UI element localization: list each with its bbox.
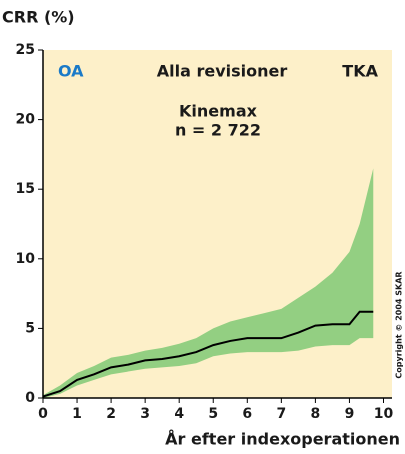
annotation: n = 2 722 [175,121,261,140]
annotation: Kinemax [179,102,258,121]
x-tick-label: 6 [242,406,252,422]
line [42,310,374,398]
x-tick-label: 9 [345,406,355,422]
x-tick-label: 3 [140,406,150,422]
y-axis-label: CRR (%) [2,8,75,27]
y-tick-label: 0 [25,390,35,406]
annotation: TKA [342,62,378,81]
x-tick-label: 5 [208,406,218,422]
annotation: OA [58,62,84,81]
x-tick-label: 8 [311,406,321,422]
copyright: Copyright © 2004 SKAR [395,271,404,378]
y-tick-label: 10 [16,251,36,267]
y-tick-label: 25 [16,42,35,58]
x-tick-label: 1 [72,406,82,422]
confidence-band [43,168,374,398]
x-axis-label: År efter indexoperationen [165,430,400,449]
x-tick-label: 0 [38,406,48,422]
y-tick-label: 15 [16,181,35,197]
y-tick-label: 20 [16,112,36,128]
x-tick-label: 4 [174,406,184,422]
y-tick-label: 5 [25,320,35,336]
x-tick-label: 2 [106,406,116,422]
x-tick-label: 10 [374,406,394,422]
x-tick-label: 7 [276,406,286,422]
annotation: Alla revisioner [157,62,288,81]
